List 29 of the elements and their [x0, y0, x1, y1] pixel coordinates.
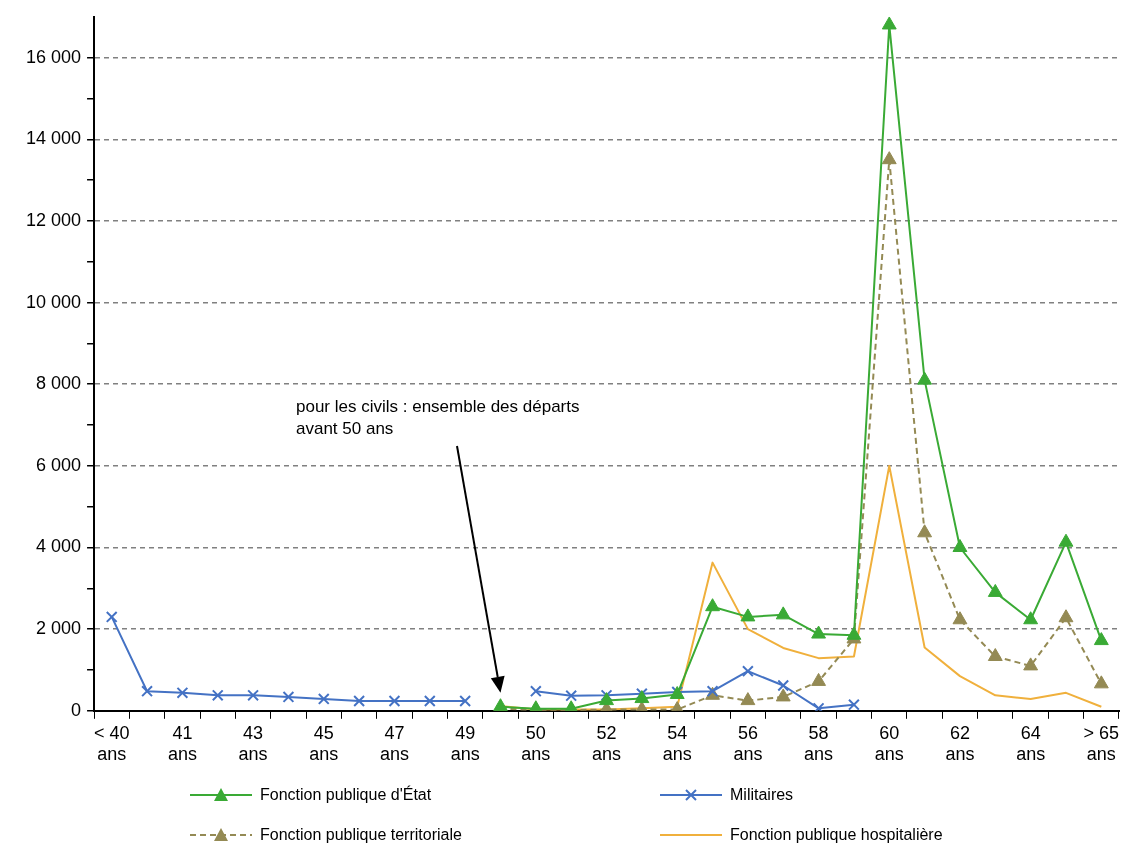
y-tick-label: 12 000 — [25, 209, 82, 230]
y-tick-label: 6 000 — [36, 454, 82, 475]
x-tick-label: 58 ans — [804, 722, 834, 765]
y-tick-label: 2 000 — [36, 618, 82, 639]
x-tick-label: 47 ans — [379, 722, 409, 765]
legend-label: Militaires — [730, 786, 794, 804]
y-tick-label: 8 000 — [36, 373, 82, 394]
x-tick-label: 56 ans — [733, 722, 763, 765]
y-tick-label: 0 — [71, 699, 82, 720]
x-tick-label: < 40 ans — [93, 722, 130, 765]
x-tick-label: 60 ans — [874, 722, 904, 765]
x-tick-label: 41 ans — [167, 722, 197, 765]
x-tick-label: 64 ans — [1016, 722, 1046, 765]
x-tick-label: 54 ans — [662, 722, 692, 765]
x-tick-label: > 65 ans — [1083, 722, 1120, 765]
y-tick-label: 14 000 — [25, 128, 82, 149]
x-tick-label: 62 ans — [945, 722, 975, 765]
legend-label: Fonction publique hospitalière — [730, 826, 943, 844]
legend-label: Fonction publique d'État — [260, 786, 432, 804]
legend-label: Fonction publique territoriale — [260, 826, 462, 844]
x-tick-label: 50 ans — [521, 722, 551, 765]
x-tick-label: 43 ans — [238, 722, 268, 765]
y-tick-label: 10 000 — [25, 291, 82, 312]
x-tick-label: 45 ans — [309, 722, 339, 765]
annotation: pour les civils : ensemble des départs avant 50 ans — [296, 396, 581, 440]
x-tick-label: 52 ans — [592, 722, 622, 765]
y-tick-label: 16 000 — [25, 46, 82, 67]
x-tick-label: 49 ans — [450, 722, 480, 765]
y-tick-label: 4 000 — [36, 536, 82, 557]
